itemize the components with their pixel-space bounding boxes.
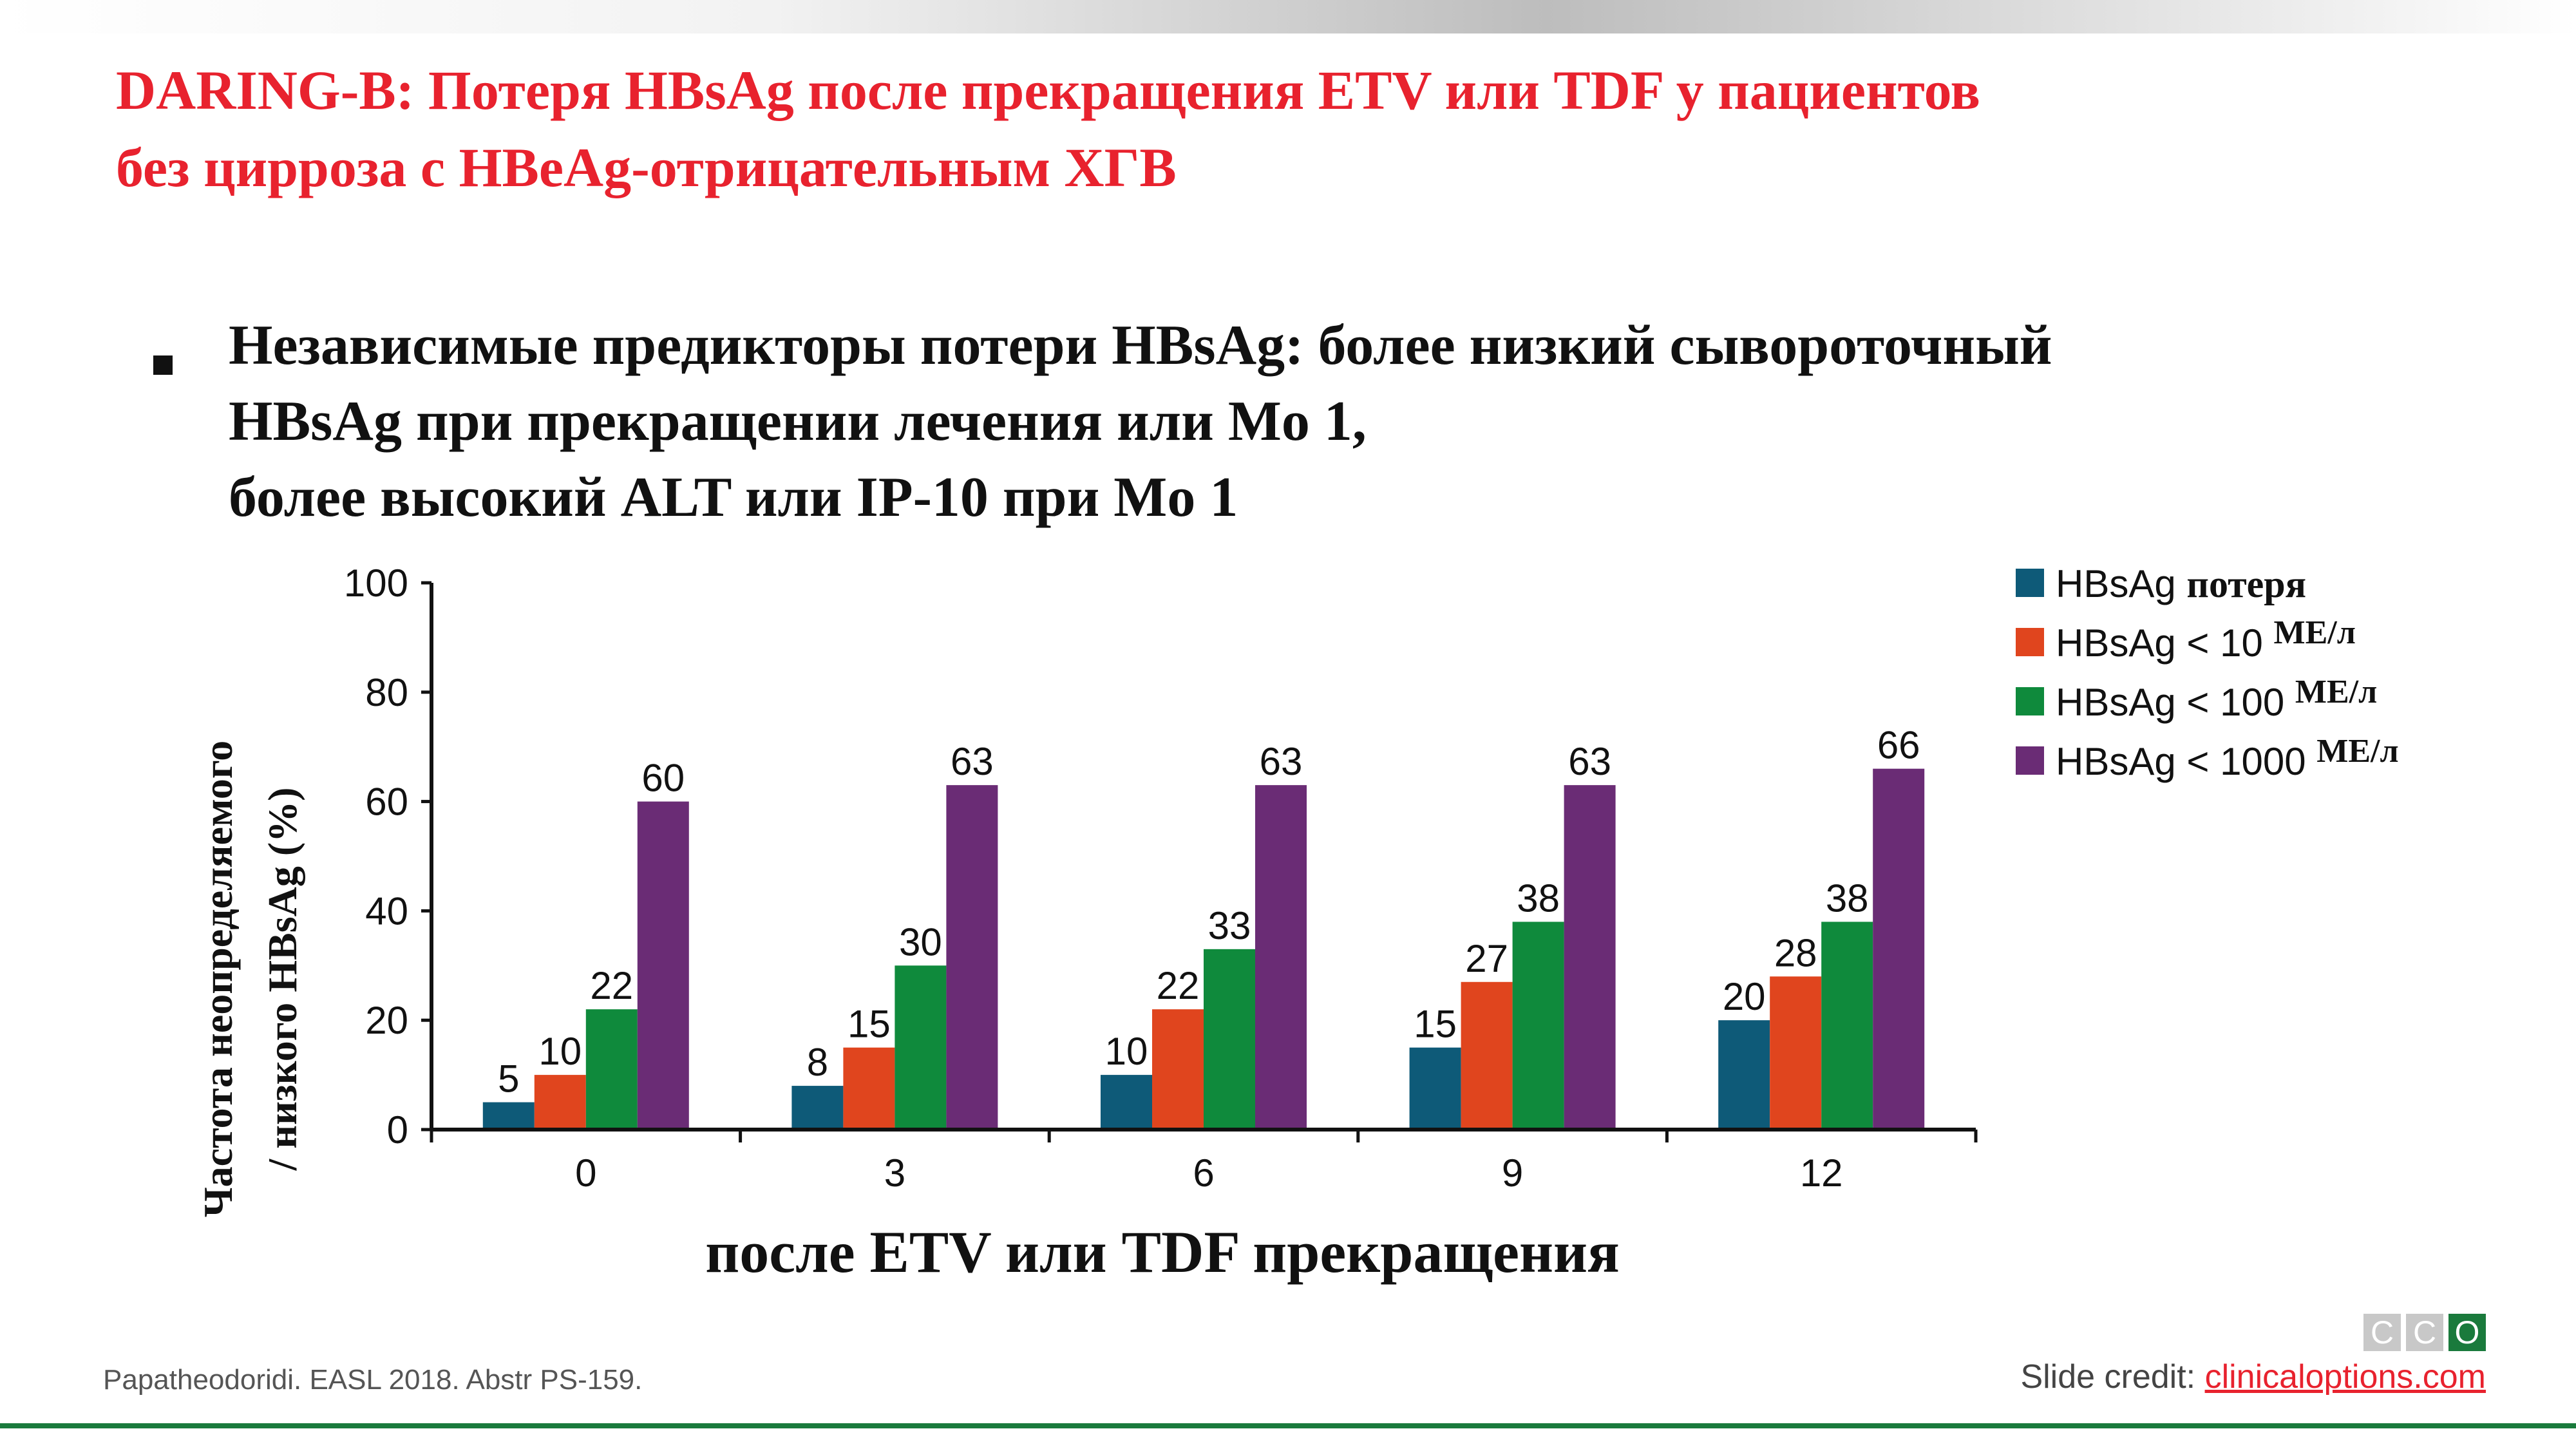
bar-label-s1-c0: 10 [538,1030,582,1073]
bar-label-s3-c1: 63 [951,740,994,783]
bar-label-s0-c1: 8 [807,1041,828,1084]
bar-s3-c0 [637,801,689,1130]
bar-label-s2-c0: 22 [590,964,633,1007]
bar-label-s0-c0: 5 [498,1057,519,1101]
y-tick-label-4: 80 [365,671,408,714]
slide-title: DARING-B: Потеря HBsAg после прекращения… [116,52,2434,206]
logo-letter-3: O [2448,1314,2486,1351]
y-axis-label: Частота неопределяемого / низкого HBsAg … [195,741,305,1218]
slide-credit-label: Slide credit: [2020,1358,2205,1396]
bar-s0-c2 [1101,1075,1152,1130]
x-tick-label-1: 3 [884,1151,905,1195]
cco-logo: C C O [2363,1314,2486,1351]
bar-s3-c3 [1564,785,1616,1130]
bar-label-s2-c1: 30 [899,920,942,963]
x-axis-label: после ETV или TDF прекращения [705,1219,1620,1285]
bar-label-s1-c4: 28 [1774,931,1817,974]
y-tick-label-1: 20 [365,999,408,1042]
bar-label-s1-c1: 15 [848,1003,891,1046]
top-gradient-band [0,0,2576,33]
bar-s2-c1 [895,965,947,1130]
bar-label-s3-c2: 63 [1260,740,1303,783]
bullet-line-2: HBsAg при прекращении лечения или Mo 1, [229,390,1367,453]
bullet-text: Независимые предикторы потери HBsAg: бол… [229,308,2418,536]
citation: Papatheodoridi. EASL 2018. Abstr PS-159. [103,1364,643,1396]
x-tick-label-0: 0 [575,1151,596,1195]
y-axis-label-line-2: / низкого HBsAg (%) [260,788,305,1171]
y-tick-label-3: 60 [365,781,408,824]
bottom-rule [0,1423,2576,1428]
bar-label-s1-c3: 27 [1465,937,1508,980]
bar-s2-c4 [1821,922,1873,1130]
legend-swatch-3 [2016,746,2044,775]
legend-label-1: HBsAg < 10 МЕ/л [2056,614,2356,665]
legend-label-3: HBsAg < 1000 МЕ/л [2056,733,2399,783]
bar-label-s2-c2: 33 [1208,904,1251,947]
bar-label-s2-c4: 38 [1826,876,1869,920]
chart-legend: HBsAg потеря HBsAg < 10 МЕ/л HBsAg < 100 М… [2016,562,2399,783]
slide-title-line-1: DARING-B: Потеря HBsAg после прекращения… [116,59,1980,121]
slide-credit: Slide credit: clinicaloptions.com [2020,1358,2486,1396]
bar-s1-c0 [534,1075,586,1130]
slide-title-line-2: без цирроза с HBeAg-отрицательным ХГВ [116,137,1177,198]
bar-s1-c4 [1770,976,1822,1130]
bar-s3-c4 [1873,768,1925,1130]
logo-letter-2: C [2406,1314,2443,1351]
bullet-line-1: Независимые предикторы потери HBsAg: бол… [229,314,2052,377]
bar-label-s3-c4: 66 [1877,724,1920,767]
y-axis-label-line-1: Частота неопределяемого [195,741,241,1218]
bar-label-s1-c2: 22 [1157,964,1200,1007]
bar-label-s0-c2: 10 [1105,1030,1148,1073]
legend-swatch-1 [2016,628,2044,656]
bar-s0-c4 [1718,1020,1770,1130]
logo-letter-1: C [2363,1314,2401,1351]
bar-s1-c3 [1461,981,1513,1130]
bar-s2-c2 [1204,949,1255,1130]
slide-credit-link[interactable]: clinicaloptions.com [2204,1358,2486,1396]
bar-label-s2-c3: 38 [1517,876,1560,920]
bar-label-s3-c0: 60 [641,757,685,800]
chart-bars: 5 8 10 15 20 10 15 22 27 28 22 30 33 38 38 60 63 63 63 66 [482,724,1925,1130]
x-tick-label-4: 12 [1800,1151,1843,1195]
bar-s3-c2 [1255,785,1307,1130]
y-tick-label-2: 40 [365,889,408,933]
legend-label-0: HBsAg потеря [2056,562,2306,605]
chart-axes: 0 20 40 60 80 100 0 3 6 9 12 [344,562,1978,1195]
bar-label-s0-c4: 20 [1723,975,1766,1018]
legend-swatch-2 [2016,687,2044,715]
bar-s1-c1 [843,1047,895,1130]
y-tick-label-0: 0 [387,1108,408,1151]
bullet-square-icon [153,355,173,375]
bar-s2-c3 [1512,922,1564,1130]
bar-s2-c0 [585,1009,638,1130]
bar-s1-c2 [1152,1009,1204,1130]
bar-s0-c3 [1409,1047,1461,1130]
x-tick-label-3: 9 [1502,1151,1523,1195]
y-tick-label-5: 100 [344,562,408,605]
bar-s3-c1 [946,785,998,1130]
x-tick-label-2: 6 [1193,1151,1214,1195]
legend-swatch-0 [2016,569,2044,597]
legend-label-2: HBsAg < 100 МЕ/л [2056,674,2377,724]
bar-s0-c0 [482,1102,535,1130]
bar-s0-c1 [791,1086,844,1130]
bullet-line-3: более высокий ALT или IP-10 при Mo 1 [229,466,1238,529]
bar-label-s3-c3: 63 [1568,740,1611,783]
bar-label-s0-c3: 15 [1414,1003,1457,1046]
